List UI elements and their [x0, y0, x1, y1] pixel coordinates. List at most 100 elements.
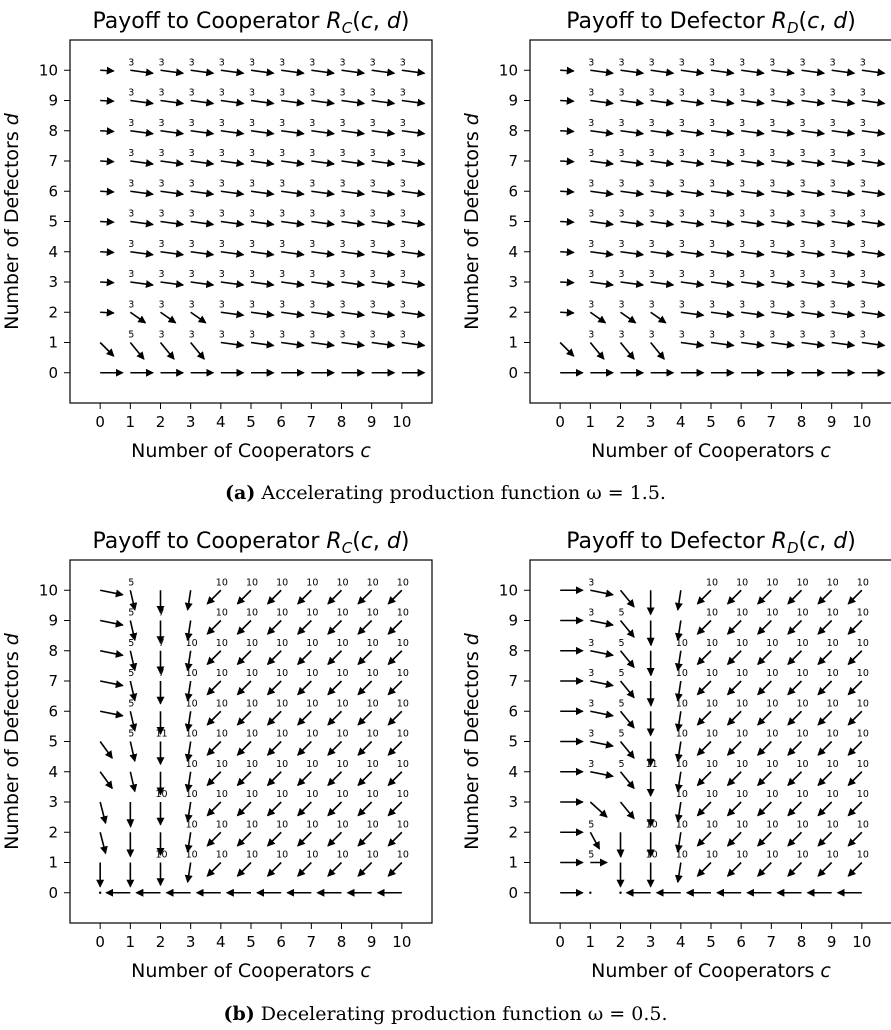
quiver-arrow — [847, 710, 863, 726]
quiver-arrow — [327, 771, 343, 787]
quiver-arrow — [160, 98, 185, 107]
quiver-arrow — [726, 771, 742, 787]
quiver-arrow — [650, 189, 675, 198]
arrow-length-label: 10 — [397, 638, 409, 649]
arrow-length-label: 5 — [618, 729, 624, 740]
arrow-length-label: 3 — [400, 209, 406, 220]
quiver-arrow — [266, 861, 282, 877]
arrow-length-label: 3 — [739, 148, 745, 159]
arrow-length-label: 10 — [216, 729, 228, 740]
panel-b-right: Payoff to Defector RD(c, d) 0 1 2 3 4 5 6 7 8 9 10 0… — [461, 529, 891, 982]
quiver-arrow — [560, 66, 575, 75]
quiver-arrow — [100, 217, 115, 226]
quiver-arrow — [100, 127, 115, 136]
arrow-length-label: 3 — [128, 178, 134, 189]
quiver-arrow — [387, 650, 403, 666]
quiver-arrow — [650, 98, 675, 107]
arrow-length-label: 3 — [799, 57, 805, 68]
arrow-length-label: 3 — [339, 148, 345, 159]
x-tick-label: 10 — [852, 413, 871, 431]
quiver-arrow — [710, 280, 735, 289]
quiver-arrow — [190, 68, 215, 77]
arrow-length-label: 3 — [799, 299, 805, 310]
arrow-length-label: 10 — [766, 577, 778, 588]
arrow-length-label: 10 — [276, 789, 288, 800]
quiver-arrow — [757, 861, 772, 877]
arrow-length-label: 10 — [827, 698, 839, 709]
quiver-arrow — [619, 589, 635, 608]
quiver-arrow — [250, 219, 275, 228]
arrow-length-label: 3 — [158, 88, 164, 99]
arrow-length-label: 10 — [186, 789, 198, 800]
quiver-arrow — [250, 128, 275, 137]
arrow-length-label: 3 — [189, 269, 195, 280]
arrow-length-label: 3 — [339, 88, 345, 99]
arrow-length-label: 3 — [588, 698, 594, 709]
y-tick-label: 0 — [48, 884, 58, 902]
arrow-length-label: 10 — [216, 759, 228, 770]
arrow-length-label: 3 — [860, 269, 866, 280]
quiver-arrow — [590, 649, 614, 658]
x-tick-label: 5 — [246, 413, 256, 431]
arrow-length-label: 10 — [216, 789, 228, 800]
quiver-arrow — [589, 311, 607, 324]
arrow-length-label: 10 — [276, 698, 288, 709]
y-tick-label: 6 — [48, 702, 58, 720]
quiver-arrow — [341, 159, 366, 168]
arrow-length-label: 3 — [860, 148, 866, 159]
arrow-length-label: 3 — [799, 178, 805, 189]
arrow-length-label: 3 — [339, 239, 345, 250]
arrow-length-label: 3 — [739, 118, 745, 129]
quiver-arrow — [726, 831, 742, 847]
arrow-length-label: 3 — [588, 638, 594, 649]
arrow-length-label: 3 — [860, 330, 866, 341]
quiver-arrow — [680, 340, 705, 349]
quiver-arrow — [250, 310, 275, 319]
arrow-length-label: 10 — [397, 850, 409, 861]
arrow-length-label: 3 — [219, 88, 225, 99]
quiver-arrow — [250, 189, 275, 198]
quiver-arrow — [371, 280, 396, 289]
quiver-arrow — [190, 249, 215, 258]
arrow-length-label: 3 — [588, 330, 594, 341]
quiver-arrow — [297, 650, 312, 666]
x-tick-label: 6 — [276, 413, 286, 431]
arrow-length-label: 10 — [766, 638, 778, 649]
panel-title: Payoff to Cooperator RC(c, d) — [93, 9, 410, 37]
arrow-length-label: 3 — [588, 178, 594, 189]
quiver-arrow — [831, 280, 856, 289]
arrow-length-label: 3 — [679, 88, 685, 99]
y-axis-label: Number of Defectors d — [1, 632, 23, 850]
quiver-arrow — [129, 590, 138, 611]
arrow-length-label: 10 — [796, 698, 808, 709]
quiver-arrow — [560, 308, 575, 317]
y-tick-label: 3 — [508, 793, 518, 811]
arrow-length-label: 3 — [219, 148, 225, 159]
quiver-arrow — [327, 710, 343, 726]
quiver-arrow — [560, 157, 575, 166]
quiver-arrow — [831, 68, 856, 77]
x-tick-label: 6 — [736, 933, 746, 951]
arrow-length-label: 10 — [367, 729, 379, 740]
arrow-length-label: 3 — [588, 269, 594, 280]
y-tick-label: 10 — [39, 581, 58, 599]
quiver-arrow — [757, 740, 772, 756]
quiver-arrow — [696, 619, 712, 635]
arrow-length-label: 11 — [155, 729, 167, 740]
arrow-length-label: 10 — [857, 729, 869, 740]
quiver-arrow — [311, 280, 335, 289]
quiver-arrow — [674, 680, 683, 702]
arrow-length-label: 10 — [827, 577, 839, 588]
quiver-arrow — [281, 310, 305, 319]
arrow-length-label: 10 — [766, 668, 778, 679]
arrow-length-label: 3 — [799, 269, 805, 280]
arrow-length-label: 10 — [186, 729, 198, 740]
arrow-length-label: 10 — [246, 850, 258, 861]
quiver-arrow — [130, 159, 154, 168]
quiver-arrow — [160, 68, 185, 77]
quiver-arrow — [710, 219, 735, 228]
panel-a-right: Payoff to Defector RD(c, d) 0 1 2 3 4 5 6 7 8 9 10 0… — [461, 9, 891, 462]
quiver-arrow — [341, 189, 366, 198]
x-tick-label: 4 — [676, 413, 686, 431]
quiver-arrow — [680, 98, 705, 107]
